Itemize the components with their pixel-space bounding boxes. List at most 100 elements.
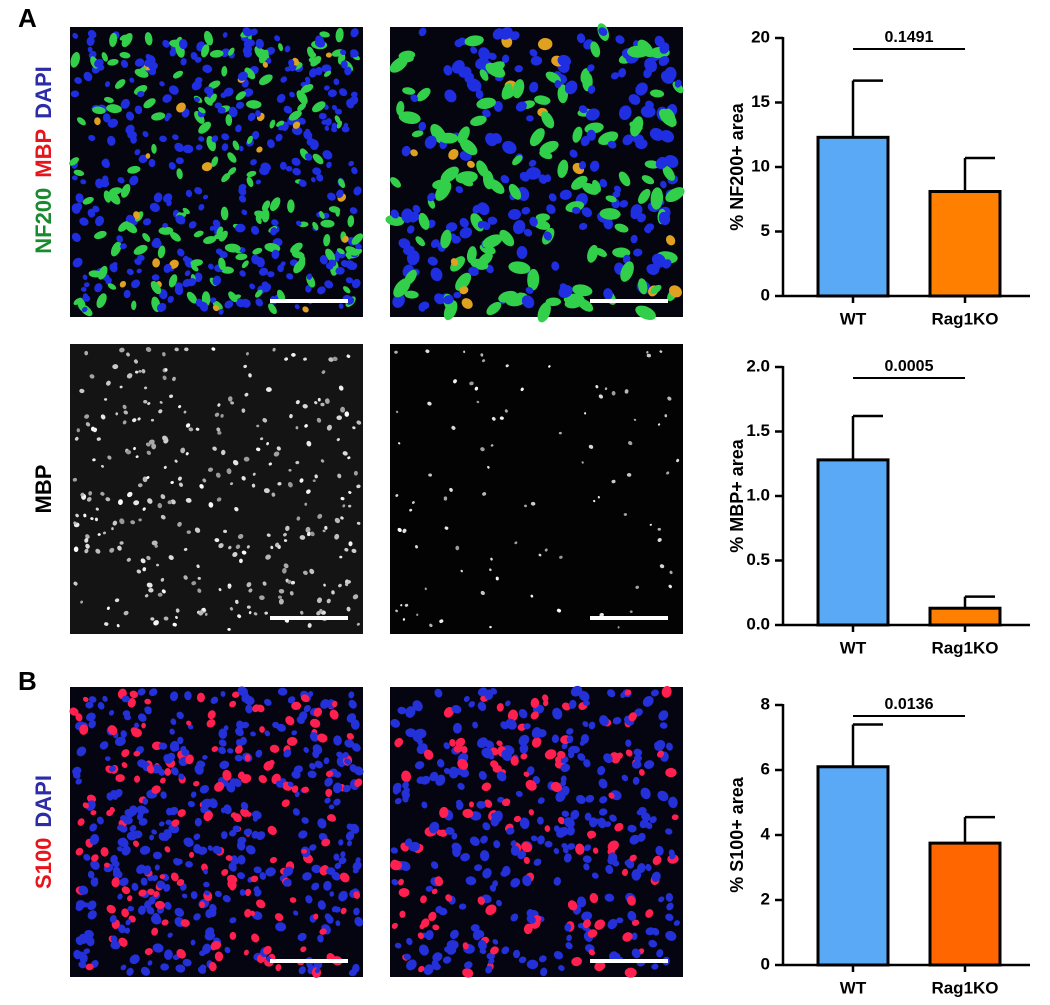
cell [226, 468, 232, 475]
cell [442, 956, 452, 964]
cell [327, 192, 336, 201]
cell [434, 688, 443, 698]
cell [284, 66, 291, 72]
cell [660, 70, 675, 84]
cell [158, 409, 163, 414]
cell [581, 911, 593, 921]
cell [635, 305, 656, 321]
cell [282, 568, 287, 574]
cell [316, 597, 323, 604]
cell [112, 520, 118, 526]
cell [338, 303, 344, 309]
cell [523, 228, 533, 237]
cell [120, 183, 131, 198]
cell [256, 146, 263, 153]
cell [455, 545, 460, 551]
cell [457, 782, 465, 790]
panel-label: A [18, 3, 37, 33]
cell [104, 81, 111, 88]
cell [82, 802, 89, 809]
cell [250, 910, 256, 917]
cell [482, 359, 486, 363]
cell [557, 159, 569, 178]
cell [175, 964, 186, 973]
cell [290, 580, 296, 585]
cell [627, 910, 637, 921]
cell [537, 797, 545, 804]
cell [323, 757, 330, 765]
cell [462, 968, 474, 978]
cell [519, 743, 529, 754]
cell [491, 416, 496, 421]
cell [405, 706, 416, 718]
cell [631, 919, 640, 926]
cell [123, 610, 129, 616]
cell [637, 213, 647, 223]
cell [184, 691, 192, 701]
cell [79, 217, 89, 226]
cell [666, 902, 674, 911]
cell [151, 239, 162, 249]
cell [459, 286, 469, 295]
cell [227, 152, 237, 163]
cell [106, 792, 114, 801]
cell [129, 77, 135, 83]
cell [146, 906, 155, 915]
cell [325, 770, 334, 777]
cell [319, 865, 330, 876]
cell [176, 711, 184, 720]
cell [425, 349, 430, 354]
micrograph [69, 27, 364, 317]
cell [664, 108, 676, 128]
cell [208, 80, 221, 89]
cell [421, 801, 428, 809]
cell [501, 749, 512, 761]
cell [581, 461, 584, 464]
cell [485, 132, 498, 147]
cell [658, 710, 669, 721]
cell [665, 235, 676, 246]
cell [525, 779, 537, 791]
row-label-part: S100 [31, 838, 56, 889]
cell [335, 27, 344, 43]
cell [124, 808, 135, 818]
cell [351, 548, 357, 554]
cell [134, 58, 145, 67]
cell [283, 749, 292, 758]
cell [287, 781, 294, 788]
cell [163, 263, 172, 273]
cell [530, 835, 538, 842]
cell [167, 295, 174, 303]
cell [339, 872, 350, 883]
cell [605, 864, 614, 874]
cell [212, 219, 221, 228]
cell [69, 157, 79, 166]
cell [566, 728, 574, 735]
cell [300, 83, 314, 93]
cell [523, 923, 533, 935]
cell [204, 96, 213, 106]
cell [467, 160, 475, 168]
cell [290, 242, 303, 254]
cell [220, 690, 226, 697]
cell [175, 157, 184, 165]
cell [649, 89, 665, 98]
cell [134, 149, 141, 156]
cell [646, 350, 649, 354]
cell [407, 225, 415, 234]
cell [114, 736, 126, 747]
cell [502, 140, 517, 154]
cell [657, 537, 662, 543]
cell [316, 610, 321, 616]
cell [355, 243, 362, 250]
cell [212, 304, 220, 312]
cell [530, 594, 534, 598]
cell [659, 350, 663, 353]
cell [620, 261, 634, 282]
cell [470, 924, 480, 932]
cell [224, 300, 234, 309]
cell [169, 394, 174, 399]
cell [512, 949, 521, 959]
cell [599, 178, 608, 188]
cell [259, 872, 267, 880]
